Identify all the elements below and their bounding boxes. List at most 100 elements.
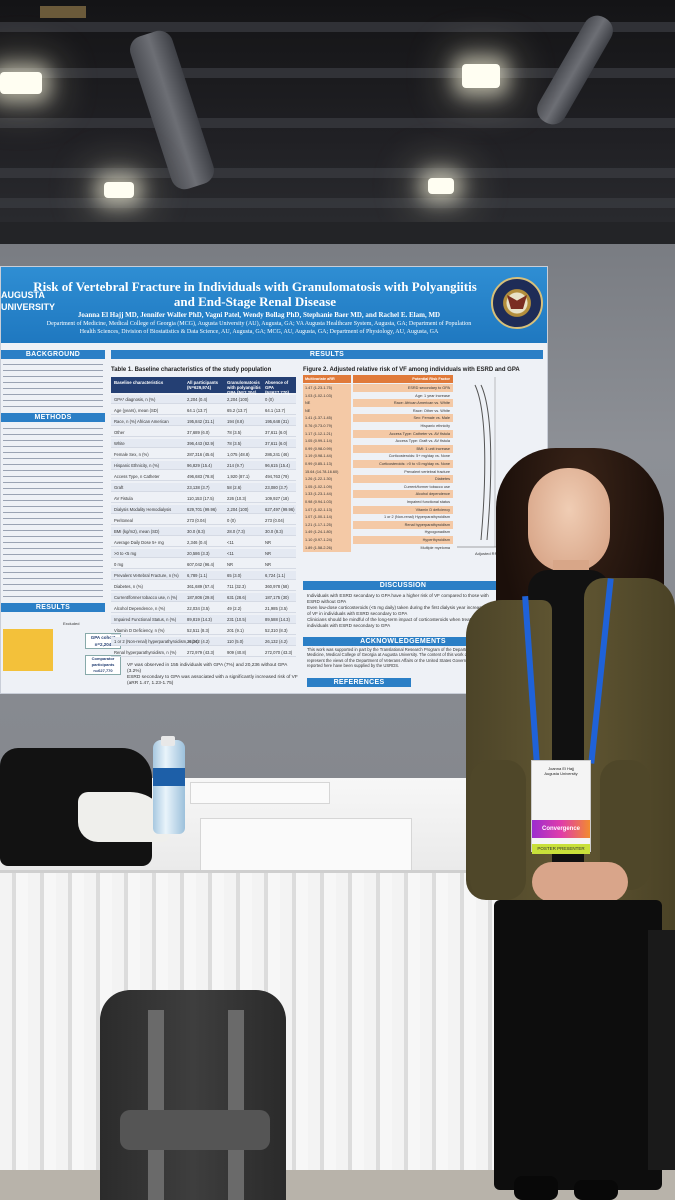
table1-cell: 361,689 (57.4)	[187, 584, 215, 589]
fig2-row: 1.26 (1.22-1.30) Diabetes	[303, 475, 453, 484]
table1-cell: White	[114, 441, 125, 446]
university-logo: AUGUSTA UNIVERSITY	[1, 290, 56, 312]
fig2-cell: 0.98 (0.94-1.03)	[303, 498, 351, 506]
table1-row: BMI (kg/m2), mean (SD) 30.0 (8.3) 28.0 (7.…	[111, 527, 296, 536]
fig2-row: 1.17 (1.12-1.21) Access Type: Catheter vs…	[303, 429, 453, 438]
poster-title: Risk of Vertebral Fracture in Individual…	[33, 279, 477, 309]
poster-authors: Joanna El Hajj MD, Jennifer Waller PhD, …	[39, 311, 479, 336]
discussion-bullet: Individuals with ESRD secondary to GPA h…	[307, 593, 489, 604]
table1-cell: 30.0 (8.3)	[187, 529, 205, 534]
flow-gpa-label: GPA cohort	[90, 635, 116, 640]
water-bottle	[153, 740, 185, 834]
table1-cell: 226 (10.3)	[227, 496, 247, 501]
fig2-cell: 1.21 (1.17-1.25)	[303, 520, 351, 529]
table1-row: Average Daily Dose 5+ mg 2,346 (0.4) <11 NR	[111, 538, 296, 547]
table1-cell: Diabetes, n (%)	[114, 584, 143, 589]
fig2-row: NE Race: Other vs. White	[303, 406, 453, 415]
fig2-title: Figure 2. Adjusted relative risk of VF a…	[303, 367, 520, 373]
discussion-bullet: Clinicians should be mindful of the long…	[307, 617, 493, 628]
table1-cell: 96,615 (15.4)	[265, 463, 290, 468]
table1-cell: 496,683 (78.8)	[187, 474, 215, 479]
research-poster: AUGUSTA UNIVERSITY Risk of Vertebral Fra…	[0, 266, 548, 694]
badge-brand-stripe: Convergence	[532, 820, 590, 838]
table1-cell: Graft	[114, 485, 124, 490]
va-seal-icon	[491, 277, 543, 329]
presenter-hands	[532, 862, 628, 902]
fig2-cell: 1.33 (1.23-1.44)	[303, 490, 351, 499]
table1-row: Impaired Functional Status, n (%) 89,819 …	[111, 615, 296, 624]
table1-cell: 2,346 (0.4)	[187, 540, 208, 545]
handout-paper	[190, 782, 330, 804]
fig2-cell: 1.07 (1.00-1.14)	[303, 513, 351, 522]
methods-text	[3, 425, 103, 601]
table1-row: Current/former tobacco use, n (%) 187,806…	[111, 593, 296, 602]
fig2-cell: Corticosteroids: >0 to <5 mg/day vs. Non…	[353, 460, 453, 468]
table1-cell: 360,978 (58)	[265, 584, 289, 589]
background-heading: BACKGROUND	[1, 350, 105, 359]
results-heading: RESULTS	[111, 350, 543, 359]
forest-plot-axis-label: Adjusted RR (95% CI)	[475, 551, 515, 556]
table1-row: Dialysis Modality Hemodialysis 629,701 (9…	[111, 505, 296, 514]
table1-cell: Age (years), mean (SD)	[114, 408, 159, 413]
table1-cell: 231 (10.5)	[227, 617, 247, 622]
table1-cell: 110,153 (17.5)	[187, 496, 214, 501]
table1-row: Hispanic Ethnicity, n (%) 96,829 (15.4) 21…	[111, 461, 296, 470]
table1-row: Vitamin D Deficiency, n (%) 52,511 (8.3) 2…	[111, 626, 296, 635]
ceiling	[0, 0, 675, 230]
results-summary: VF was observed in 155 individuals with …	[127, 663, 299, 687]
table1-cell: 711 (32.3)	[227, 584, 246, 589]
table1-cell: Hispanic Ethnicity, n (%)	[114, 463, 160, 468]
stand-pole	[648, 930, 675, 1170]
table1-cell: 26,242 (4.2)	[187, 639, 210, 644]
results-bullet: ESRD secondary to GPA was associated wit…	[127, 675, 298, 686]
table1-header-cell: Absence of GPA (N=627,770)	[265, 380, 290, 395]
table1-cell: 607,042 (96.4)	[187, 562, 215, 567]
table1-row: Other 37,689 (6.0) 78 (3.5) 37,611 (6.0)	[111, 428, 296, 437]
ceiling-beam	[0, 198, 675, 208]
table1-cell: 273 (0.04)	[187, 518, 207, 523]
presenter-arm	[470, 760, 526, 900]
table1-title: Table 1. Baseline characteristics of the…	[111, 367, 272, 373]
table1-cell: 110 (5.0)	[227, 639, 244, 644]
table1-cell: 195,842 (31.1)	[187, 419, 215, 424]
table1-row: White 396,443 (62.9) 78 (3.5) 37,611 (6.0)	[111, 439, 296, 448]
table1-cell: NR	[265, 562, 272, 567]
badge-org: Augusta University	[544, 771, 578, 776]
table1-cell: 187,175 (30)	[265, 595, 289, 600]
discussion-list: Individuals with ESRD secondary to GPA h…	[307, 593, 497, 629]
poster-header: AUGUSTA UNIVERSITY Risk of Vertebral Fra…	[1, 267, 547, 343]
table1-cell: 78 (3.5)	[227, 441, 242, 446]
table1-cell: 21,985 (3.5)	[265, 606, 288, 611]
fig2-cell: Alcohol dependence	[353, 490, 453, 499]
forest-plot-curve	[474, 384, 486, 541]
table1-cell: Other	[114, 430, 125, 435]
table1-cell: 6,724 (1.1)	[265, 573, 286, 578]
handout-paper	[200, 818, 412, 872]
fig2-cell: 1.41 (1.37-1.45)	[303, 414, 351, 423]
fig2-cell: 1.10 (0.97-1.24)	[303, 536, 351, 544]
fig2-row: 0.99 (0.85-1.13) Corticosteroids: >0 to <…	[303, 460, 453, 468]
table1-cell: NR	[227, 562, 234, 567]
table1-cell: 64.1 (13.7)	[265, 408, 286, 413]
forest-plot-curve	[480, 384, 492, 541]
table1-cell: 65.2 (13.7)	[227, 408, 248, 413]
ceiling-beam	[0, 22, 675, 32]
table1-cell: 631 (28.6)	[227, 595, 247, 600]
table1-cell: 23,138 (3.7)	[187, 485, 210, 490]
table1-cell: 629,701 (99.96)	[187, 507, 217, 512]
table1-cell: Average Daily Dose 5+ mg	[114, 540, 164, 545]
table1-row: Diabetes, n (%) 361,689 (57.4) 711 (32.3) 3…	[111, 582, 296, 591]
fig2-cell: Race: Other vs. White	[412, 408, 450, 413]
table1-cell: 214 (9.7)	[227, 463, 244, 468]
fig2-cell: Multiple myeloma	[420, 545, 450, 550]
table1-cell: 6,789 (1.1)	[187, 573, 208, 578]
table1-cell: 272,070 (43.3)	[265, 650, 293, 655]
table1-cell: 627,497 (99.96)	[265, 507, 295, 512]
shoe	[574, 1180, 618, 1200]
fig2-cell: Vitamin D deficiency	[353, 505, 453, 514]
fig2-row: 1.19 (0.98-1.44) Corticosteroids: 5+ mg/d…	[303, 452, 453, 461]
fig2-cell: Corticosteroids: 5+ mg/day vs. None	[388, 454, 450, 459]
table1-cell: Current/former tobacco use, n (%)	[114, 595, 178, 600]
flow-gpa-count: n=2,204	[94, 642, 112, 647]
backpack	[100, 990, 286, 1200]
